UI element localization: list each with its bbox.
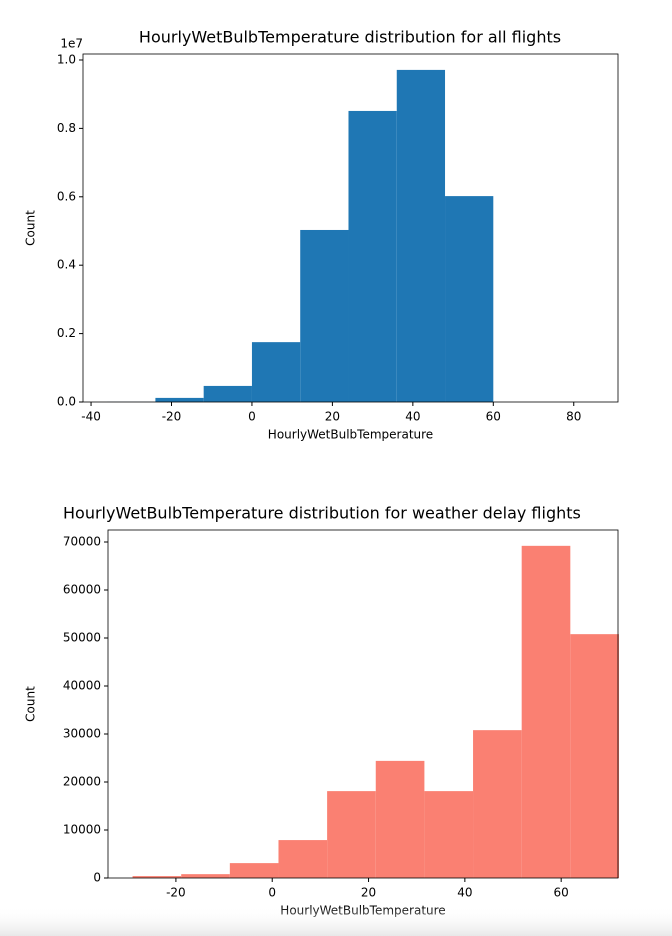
y-tick-label: 20000 (63, 775, 101, 789)
x-tick-label: 0 (248, 410, 256, 424)
bar (473, 730, 522, 878)
x-tick-label: -20 (166, 886, 186, 900)
bar (521, 545, 571, 878)
y-tick-label: 30000 (63, 727, 101, 741)
y-tick-label: 0.4 (57, 258, 76, 272)
bar (251, 342, 301, 402)
y-tick-label: 10000 (63, 823, 101, 837)
bar (348, 110, 397, 402)
bottom-fade (0, 906, 672, 936)
y-tick-label: 40000 (63, 679, 101, 693)
x-tick-label: 60 (554, 886, 569, 900)
x-tick-label: 80 (566, 410, 581, 424)
bar (155, 397, 204, 402)
bar (445, 196, 494, 402)
y-axis-label: Count (24, 210, 38, 246)
x-tick-label: 0 (268, 886, 276, 900)
x-tick-label: -20 (162, 410, 182, 424)
bar (203, 385, 252, 402)
y-axis-label: Count (24, 686, 38, 722)
y-tick-label: 0.2 (57, 326, 76, 340)
y-tick-label: 1.0 (57, 52, 76, 66)
chart-title: HourlyWetBulbTemperature distribution fo… (63, 504, 581, 523)
x-tick-label: 20 (361, 886, 376, 900)
bar (396, 69, 446, 402)
chart-title: HourlyWetBulbTemperature distribution fo… (139, 28, 561, 47)
x-tick-label: -40 (81, 410, 101, 424)
x-tick-label: 40 (457, 886, 472, 900)
y-tick-label: 60000 (63, 583, 101, 597)
x-tick-label: 60 (486, 410, 501, 424)
bar (229, 863, 279, 878)
y-offset-label: 1e7 (60, 37, 83, 51)
y-tick-label: 0.6 (57, 189, 76, 203)
bar (570, 634, 619, 878)
bar (278, 840, 328, 878)
y-tick-label: 0 (93, 871, 101, 885)
x-tick-label: 20 (325, 410, 340, 424)
bar (327, 791, 376, 878)
y-tick-label: 0.0 (57, 395, 76, 409)
bar (132, 876, 182, 878)
bar (375, 760, 425, 878)
y-tick-label: 50000 (63, 631, 101, 645)
y-tick-label: 70000 (63, 535, 101, 549)
x-tick-label: 40 (405, 410, 420, 424)
bar (300, 229, 349, 402)
x-axis-label: HourlyWetBulbTemperature (268, 428, 433, 442)
y-tick-label: 0.8 (57, 121, 76, 135)
axes-frame (82, 53, 619, 403)
bar (424, 791, 474, 878)
bar (181, 874, 230, 878)
axes-frame (107, 529, 619, 879)
